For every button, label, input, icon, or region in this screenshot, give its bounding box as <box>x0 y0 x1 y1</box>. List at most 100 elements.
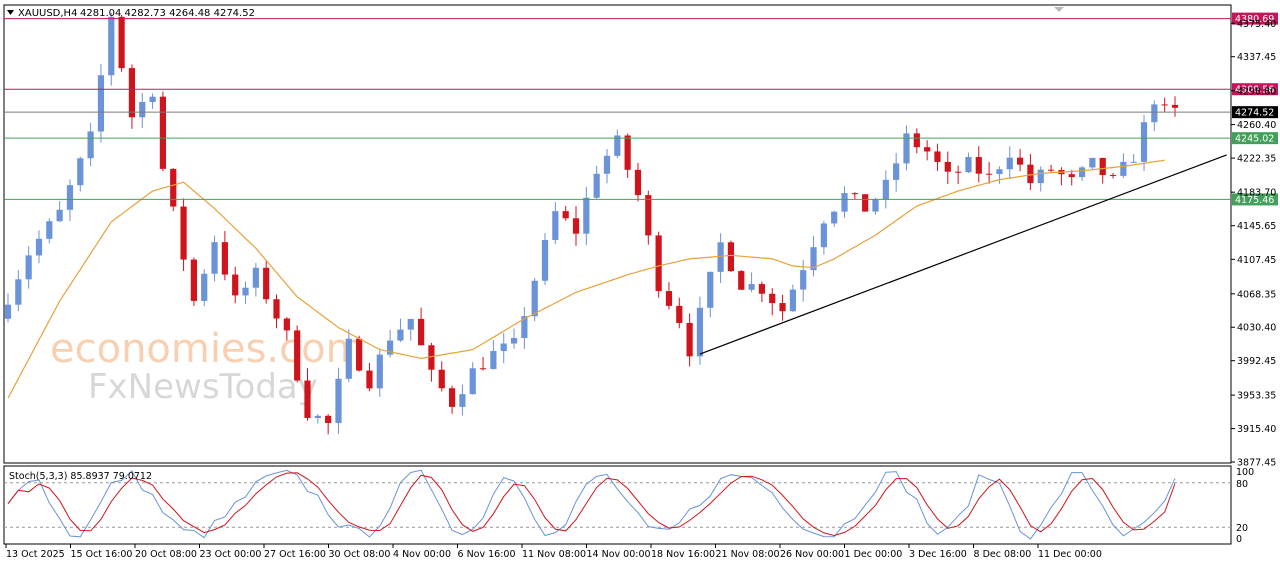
price-tick-label: 4030.40 <box>1237 323 1276 334</box>
candle-body <box>965 157 972 173</box>
candle-body <box>1161 104 1168 106</box>
symbol-label: XAUUSD,H4 <box>18 8 77 19</box>
time-tick-label: 3 Dec 16:00 <box>909 549 967 560</box>
candle-body <box>645 195 652 236</box>
candle-body <box>273 299 280 319</box>
stoch-label: Stoch(5,3,3) 85.8937 79.0712 <box>9 471 152 482</box>
candle-body <box>180 206 187 260</box>
candle-body <box>87 131 94 159</box>
candle-body <box>263 267 270 300</box>
price-tick-label: 3877.45 <box>1237 458 1276 469</box>
candle-body <box>510 338 518 344</box>
candle-body <box>159 96 167 169</box>
candle-body <box>727 242 735 272</box>
candle-body <box>366 370 373 389</box>
level-tag-label: 4274.52 <box>1235 108 1274 119</box>
candle-body <box>614 135 621 156</box>
time-tick-label: 14 Nov 00:00 <box>587 549 651 560</box>
candle-body <box>1171 104 1179 108</box>
price-tick-label: 4337.45 <box>1237 52 1276 63</box>
candle-body <box>1027 164 1034 184</box>
candle-body <box>841 193 848 212</box>
price-tick-label: 4222.35 <box>1237 154 1276 165</box>
time-tick-label: 11 Nov 08:00 <box>522 549 586 560</box>
time-tick-label: 26 Nov 00:00 <box>780 549 844 560</box>
candle-body <box>1006 157 1013 170</box>
candle-body <box>335 378 342 424</box>
candle-body <box>46 221 53 239</box>
candle-body <box>376 354 383 389</box>
level-tag-support <box>1232 132 1278 145</box>
candle-body <box>4 304 12 319</box>
candle-body <box>387 340 394 355</box>
candle-body <box>283 318 290 331</box>
price-axis: 4375.40 4337.45 4298.80 4260.40 4222.35 4183.… <box>1231 19 1276 469</box>
candle-body <box>118 16 125 69</box>
candle-body <box>1109 175 1117 177</box>
candle-body <box>356 338 363 371</box>
time-tick-label: 30 Oct 08:00 <box>329 549 391 560</box>
candle-body <box>552 211 559 240</box>
candle-body <box>221 242 228 275</box>
chart-shift-triangle-icon[interactable] <box>1054 7 1064 12</box>
candle-body <box>707 271 714 308</box>
candles-layer <box>4 12 1179 435</box>
candle-body <box>490 351 497 370</box>
candle-body <box>562 211 569 219</box>
candle-body <box>128 68 136 118</box>
candle-body <box>903 133 910 164</box>
candle-body <box>314 415 321 418</box>
level-tag-support <box>1232 193 1278 206</box>
candle-body <box>1099 157 1106 176</box>
candle-body <box>851 193 858 195</box>
time-tick-label: 6 Nov 16:00 <box>458 549 516 560</box>
stoch-scale-80: 80 <box>1236 479 1248 490</box>
time-tick-label: 15 Oct 16:00 <box>71 549 133 560</box>
stochastic-layer <box>4 469 1231 540</box>
candle-body <box>479 368 487 370</box>
moving-average-line <box>7 159 1165 399</box>
time-tick-label: 11 Dec 00:00 <box>1038 549 1102 560</box>
candle-body <box>655 235 662 292</box>
candle-body <box>97 75 105 132</box>
price-tick-label: 4107.45 <box>1237 255 1276 266</box>
trendline-layer <box>699 154 1227 355</box>
stoch-scale-0: 0 <box>1236 534 1242 545</box>
candle-body <box>769 293 776 304</box>
stoch-scale-100: 100 <box>1236 467 1254 478</box>
candle-body <box>459 394 466 407</box>
stoch-main-line <box>7 469 1176 540</box>
candle-body <box>1016 157 1024 165</box>
candle-body <box>211 242 218 274</box>
candle-body <box>252 267 259 288</box>
level-tag-label: 4300.56 <box>1235 85 1274 96</box>
chart-menu-triangle-icon[interactable] <box>7 10 14 15</box>
time-tick-label: 8 Dec 08:00 <box>974 549 1032 560</box>
candle-body <box>77 158 84 186</box>
candle-body <box>831 211 838 224</box>
time-tick-label: 1 Dec 00:00 <box>845 549 903 560</box>
candle-body <box>862 194 869 212</box>
candle-body <box>15 279 22 305</box>
candle-body <box>738 271 745 290</box>
time-axis: 13 Oct 2025 15 Oct 16:00 20 Oct 08:00 23 Oc… <box>5 544 1102 560</box>
candle-body <box>1130 161 1137 163</box>
ascending-trendline <box>699 154 1227 355</box>
candle-body <box>996 169 1003 175</box>
stoch-signal-line <box>7 472 1176 537</box>
candle-body <box>893 163 900 180</box>
candle-body <box>913 133 920 148</box>
candle-body <box>170 168 177 207</box>
candle-body <box>934 151 941 162</box>
candle-body <box>521 316 528 339</box>
candle-body <box>593 173 600 198</box>
candle-body <box>108 16 115 76</box>
candle-body <box>1078 167 1086 178</box>
candle-body <box>696 307 704 357</box>
candle-body <box>531 280 538 317</box>
candle-body <box>25 255 32 280</box>
candle-body <box>232 274 239 296</box>
time-tick-label: 23 Oct 00:00 <box>200 549 262 560</box>
candle-body <box>665 291 673 306</box>
